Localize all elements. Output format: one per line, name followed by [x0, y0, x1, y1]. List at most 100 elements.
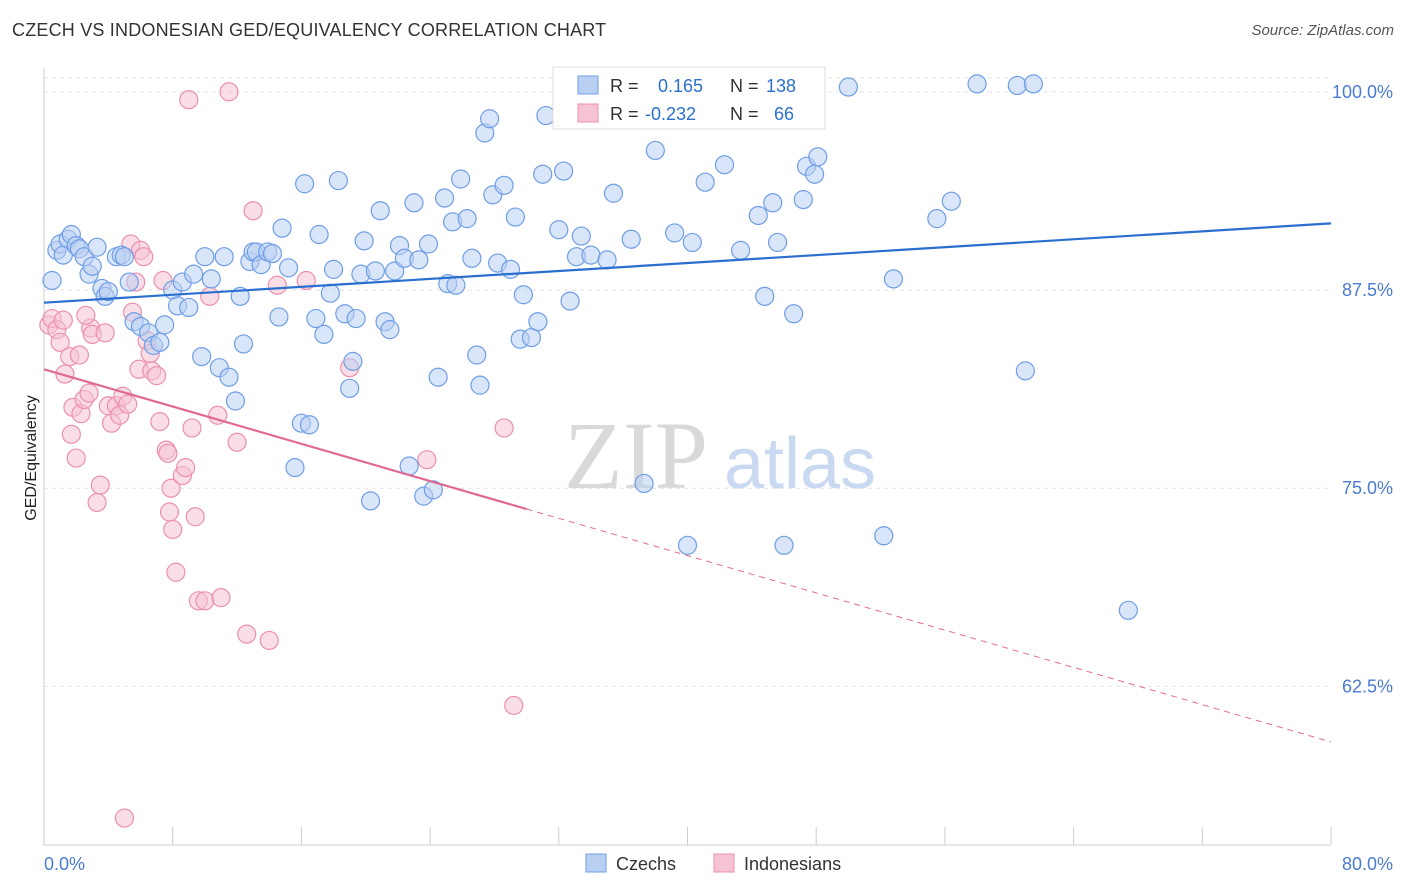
czechs-point-31 — [195, 247, 215, 267]
czechs-point-133 — [941, 191, 961, 211]
indonesians-point-35 — [147, 366, 167, 386]
source-label: Source: ZipAtlas.com — [1251, 22, 1394, 39]
indonesians-point-4 — [53, 310, 73, 330]
czechs-point-56 — [323, 259, 344, 279]
czechs-point-61 — [346, 308, 366, 329]
indonesians-point-46 — [179, 90, 199, 110]
czechs-point-105 — [571, 226, 591, 246]
indonesians-point-59 — [267, 275, 287, 295]
czechs-point-32 — [201, 269, 221, 289]
czechs-point-69 — [385, 261, 405, 281]
indonesians-point-56 — [237, 624, 257, 644]
czechs-point-93 — [500, 259, 521, 279]
indonesians-point-7 — [61, 424, 81, 444]
czechs-point-0 — [42, 270, 62, 291]
indonesians-point-53 — [211, 588, 231, 608]
czechs-point-135 — [1007, 75, 1027, 96]
indonesians-point-9 — [66, 448, 86, 468]
indonesians-point-42 — [163, 519, 183, 540]
czechs-point-87 — [470, 375, 490, 395]
indonesians-point-62 — [417, 450, 437, 470]
legend-bottom-indonesians: Indonesians — [744, 854, 841, 874]
czechs-point-113 — [665, 223, 685, 243]
legend-bottom-swatch-indonesians — [713, 853, 735, 873]
czechs-point-18 — [119, 272, 139, 292]
legend-bottom-swatch-czechs — [585, 853, 607, 873]
czechs-point-99 — [533, 164, 553, 184]
indonesians-point-36 — [150, 412, 170, 432]
czechs-point-10 — [82, 256, 102, 276]
czechs-point-59 — [340, 378, 360, 398]
legend-n-value-czechs: 138 — [766, 76, 796, 96]
czechs-point-103 — [560, 291, 580, 311]
watermark-zip: ZIP — [564, 402, 708, 509]
indonesians-point-5 — [55, 364, 75, 384]
chart-title: CZECH VS INDONESIAN GED/EQUIVALENCY CORR… — [12, 20, 607, 40]
czechs-point-66 — [370, 201, 390, 221]
indonesians-point-57 — [243, 201, 263, 221]
czechs-point-65 — [365, 261, 386, 281]
czechs-point-128 — [808, 147, 828, 167]
czechs-point-57 — [328, 170, 349, 191]
legend-n-label-indonesians: N = — [730, 104, 759, 124]
czechs-point-117 — [714, 155, 735, 175]
indonesians-point-58 — [259, 630, 279, 651]
tick-labels: 62.5% 75.0% 87.5% 100.0% 0.0% 80.0% — [44, 82, 1393, 874]
czechs-point-38 — [233, 334, 254, 354]
y-tick-label-0: 62.5% — [1342, 676, 1393, 696]
y-tick-label-3: 100.0% — [1332, 82, 1393, 102]
czechs-point-131 — [883, 269, 904, 289]
czechs-point-106 — [581, 245, 601, 265]
czechs-point-17 — [114, 247, 135, 267]
indonesians-point-40 — [159, 502, 180, 522]
czechs-point-45 — [269, 307, 289, 327]
czechs-point-79 — [434, 188, 455, 208]
czechs-point-60 — [343, 351, 363, 371]
legend-r-value-indonesians: -0.232 — [645, 104, 696, 124]
czechs-point-36 — [225, 391, 246, 411]
czechs-point-63 — [354, 231, 374, 251]
czechs-point-55 — [320, 283, 340, 303]
indonesians-point-51 — [200, 286, 220, 306]
indonesians-point-17 — [90, 475, 110, 495]
x-tick-label-0: 0.0% — [44, 854, 85, 874]
czechs-point-86 — [467, 345, 487, 365]
czechs-point-51 — [299, 415, 320, 435]
czechs-point-134 — [967, 74, 987, 94]
czechs-point-48 — [285, 458, 305, 478]
indonesians-point-55 — [227, 432, 247, 452]
czechs-point-11 — [87, 237, 107, 257]
indonesians-point-45 — [175, 458, 196, 478]
y-tick-label-2: 87.5% — [1342, 280, 1393, 300]
czechs-point-53 — [309, 224, 329, 245]
czechs-point-47 — [278, 258, 299, 278]
legend-r-value-czechs: 0.165 — [658, 76, 703, 96]
czechs-point-98 — [528, 312, 548, 332]
legend-r-label-czechs: R = — [610, 76, 639, 96]
axes — [43, 68, 1332, 846]
czechs-point-112 — [645, 140, 665, 161]
czechs-point-96 — [513, 285, 534, 305]
czechs-point-132 — [927, 209, 947, 229]
legend-bottom-czechs: Czechs — [616, 854, 676, 874]
czechs-point-35 — [219, 367, 239, 387]
czechs-point-92 — [494, 175, 514, 195]
legend-swatch-indonesians — [577, 103, 599, 123]
czechs-point-77 — [423, 480, 443, 500]
czechs-point-46 — [272, 218, 292, 238]
legend-swatch-czechs — [577, 75, 599, 95]
czechs-point-136 — [1023, 74, 1043, 94]
czechs-point-76 — [418, 234, 439, 254]
czechs-point-74 — [409, 250, 429, 270]
czechs-point-120 — [755, 286, 775, 306]
czechs-point-114 — [677, 535, 698, 555]
czechs-point-28 — [179, 297, 199, 318]
indonesians-point-60 — [296, 270, 316, 291]
indonesians-point-18 — [95, 323, 115, 343]
indonesians-point-41 — [161, 478, 181, 498]
czechs-point-129 — [838, 77, 858, 97]
watermark-atlas: atlas — [724, 424, 876, 504]
indonesians-point-48 — [185, 507, 205, 527]
indonesians-point-3 — [50, 332, 70, 352]
czechs-point-130 — [874, 526, 894, 546]
